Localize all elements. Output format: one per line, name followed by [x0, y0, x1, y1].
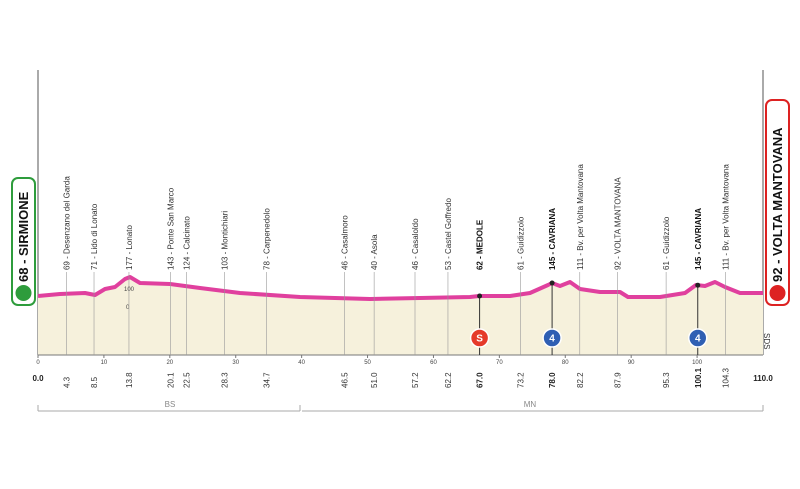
start-label: 68 - SIRMIONE	[16, 191, 31, 282]
km-label: 62.2	[444, 372, 453, 388]
km-label: 104.3	[721, 367, 730, 388]
badge-circle	[688, 328, 708, 348]
waypoint-dot	[549, 280, 555, 286]
waypoint-label: 78 - Carpenedolo	[263, 208, 272, 270]
km-label: 0.0	[32, 374, 44, 383]
waypoint-label: 177 - Lonato	[125, 225, 134, 270]
scale-label: 0	[36, 360, 40, 366]
waypoint-label: 40 - Asola	[370, 234, 379, 270]
finish-badge	[765, 99, 790, 306]
km-label: 34.7	[263, 372, 272, 388]
waypoint-label: 111 - Bv. per Volta Mantovana	[721, 164, 730, 270]
start-badge	[11, 177, 36, 306]
km-label: 13.8	[125, 372, 134, 388]
finish-icon	[769, 285, 786, 301]
waypoint-label: 61 - Guidizzolo	[516, 216, 525, 270]
km-label: 57.2	[411, 372, 420, 388]
km-label: 51.0	[370, 372, 379, 388]
badge-circle	[542, 328, 562, 348]
km-label: 46.5	[340, 372, 349, 388]
scale-label: 70	[496, 360, 503, 366]
scale-label: 90	[628, 360, 635, 366]
km-label: 73.2	[516, 372, 525, 388]
profile-area	[38, 277, 763, 355]
scale-label: 40	[298, 360, 305, 366]
km-label: 28.3	[221, 372, 230, 388]
km-label: 4.3	[62, 376, 71, 388]
waypoint-label: 46 - Casalmoro	[340, 215, 349, 270]
profile-line	[37, 275, 763, 301]
km-label: 8.5	[90, 376, 99, 388]
start-icon	[15, 285, 32, 301]
province-label: MN	[524, 400, 537, 409]
scale-label: 10	[101, 360, 108, 366]
km-label: 22.5	[182, 372, 191, 388]
badge-label: 4	[549, 334, 555, 345]
scale-label: 50	[364, 360, 371, 366]
waypoint-label: 145 - CAVRIANA	[694, 208, 703, 270]
km-label: 95.3	[662, 372, 671, 388]
km-label: 67.0	[476, 372, 485, 388]
waypoint-label: 143 - Ponte San Marco	[166, 187, 175, 270]
waypoint-label: 53 - Castel Goffredo	[444, 198, 453, 270]
badge-label: S	[476, 334, 483, 345]
badge-circle	[469, 328, 490, 348]
scale-label: 20	[166, 360, 173, 366]
altitude-label: 0	[126, 305, 130, 311]
scale-label: 30	[232, 360, 239, 366]
waypoint-label: 103 - Montichiari	[221, 211, 230, 270]
km-label: 100.1	[694, 367, 703, 388]
badge-label: 4	[695, 334, 701, 345]
waypoint-dot	[695, 282, 701, 288]
waypoint-label: 145 - CAVRIANA	[548, 208, 557, 270]
waypoint-label: 71 - Lido di Lonato	[90, 203, 99, 270]
waypoint-label: 46 - Casaloldo	[411, 218, 420, 270]
waypoint-label: 61 - Guidizzolo	[662, 216, 671, 270]
waypoint-label: 62 - MEDOLE	[476, 219, 485, 270]
sds-label: SDS	[762, 333, 771, 349]
km-label: 20.1	[166, 372, 175, 388]
km-label: 78.0	[548, 372, 557, 388]
waypoint-label: 92 - VOLTA MANTOVANA	[613, 177, 622, 270]
scale-label: 80	[562, 360, 569, 366]
waypoint-label: 111 - Bv. per Volta Mantovana	[576, 164, 585, 270]
km-label: 82.2	[576, 372, 585, 388]
km-label: 87.9	[613, 372, 622, 388]
province-label: BS	[165, 400, 176, 409]
scale-label: 60	[430, 360, 437, 366]
finish-label: 92 - VOLTA MANTOVANA	[770, 127, 785, 282]
waypoint-label: 69 - Desenzano del Garda	[62, 176, 71, 270]
altitude-label: 100	[124, 287, 135, 293]
km-label: 110.0	[753, 374, 773, 383]
scale-label: 100	[692, 360, 703, 366]
waypoint-dot	[477, 293, 483, 299]
waypoint-label: 124 - Calcinato	[182, 216, 191, 270]
